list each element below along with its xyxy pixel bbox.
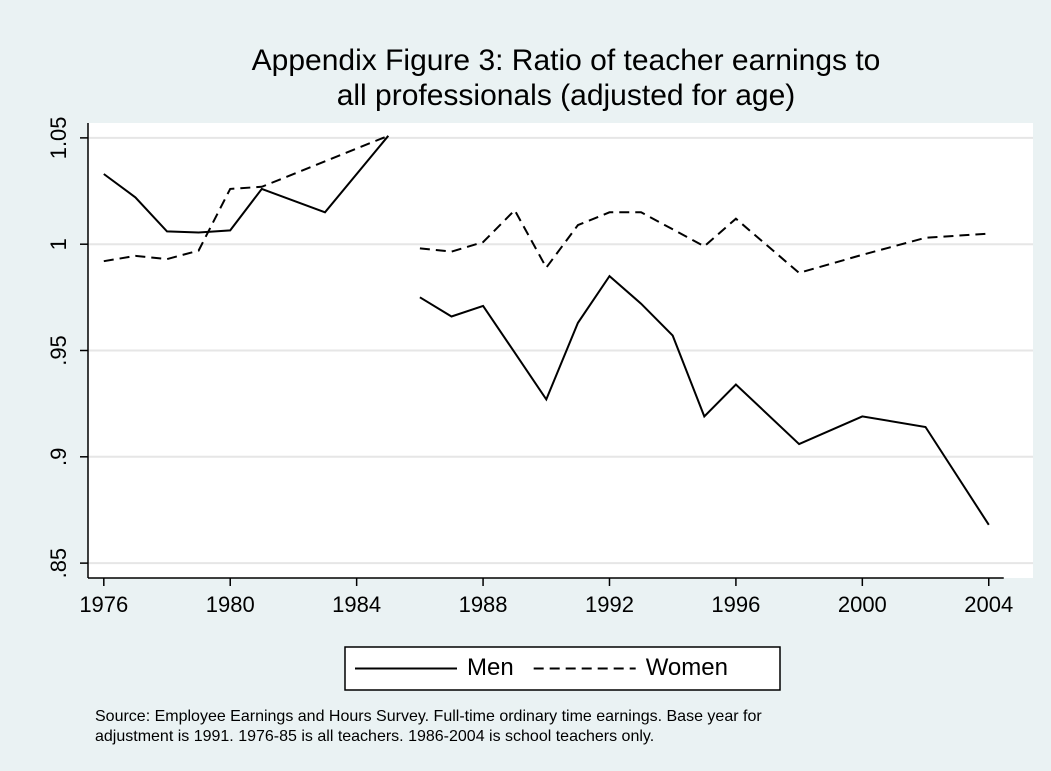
x-tick-label: 1984	[332, 592, 381, 617]
series-line	[103, 134, 989, 275]
x-tick-label: 1976	[79, 592, 128, 617]
x-tick-label: 1996	[711, 592, 760, 617]
y-tick-label: .95	[46, 335, 71, 366]
x-tick-label: 1988	[459, 592, 508, 617]
chart-title: Appendix Figure 3: Ratio of teacher earn…	[252, 44, 881, 77]
y-tick-label: .85	[46, 548, 71, 579]
x-tick-label: 2000	[838, 592, 887, 617]
footnote: Source: Employee Earnings and Hours Surv…	[95, 708, 762, 725]
x-tick-label: 1980	[206, 592, 255, 617]
legend-label: Men	[467, 654, 514, 681]
x-tick-label: 1992	[585, 592, 634, 617]
legend-label: Women	[646, 654, 728, 681]
x-tick-label: 2004	[964, 592, 1013, 617]
y-tick-label: .9	[46, 448, 71, 466]
chart-title: all professionals (adjusted for age)	[337, 79, 796, 112]
y-tick-label: 1.05	[46, 116, 71, 159]
y-tick-label: 1	[46, 238, 71, 250]
series-line	[103, 135, 990, 526]
footnote: adjustment is 1991. 1976-85 is all teach…	[95, 728, 654, 745]
